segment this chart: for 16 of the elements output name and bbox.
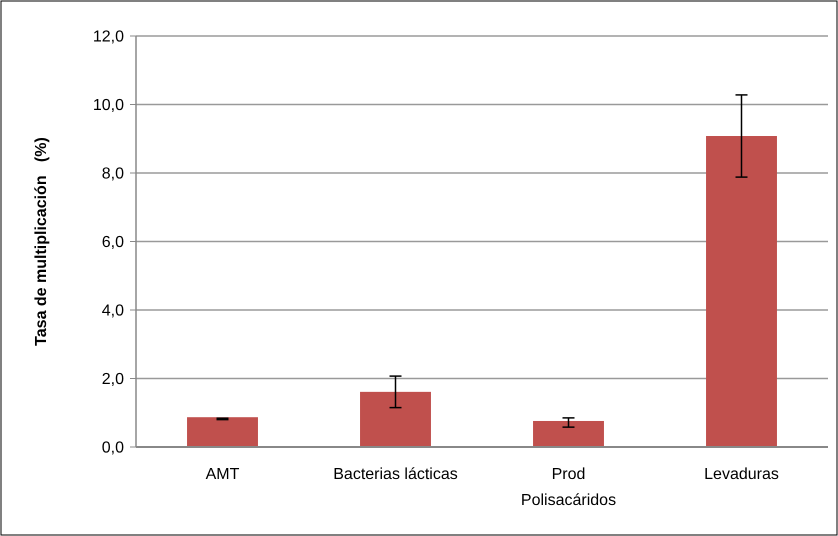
x-tick-label: Prod Polisacáridos (520, 466, 616, 509)
y-tick-label: 8,0 (102, 166, 124, 183)
y-tick-label: 12,0 (92, 28, 124, 46)
bar (706, 136, 777, 447)
y-tick-label: 2,0 (102, 371, 124, 388)
y-tick-label: 10,0 (92, 97, 124, 114)
bar (533, 420, 604, 447)
bar (187, 417, 258, 447)
y-axis-title: Tasa de multiplicación (%) (33, 137, 50, 346)
y-tick-label: 6,0 (102, 234, 124, 252)
x-tick-label: Bacterias lácticas (333, 466, 458, 483)
x-tick-label: AMT (206, 466, 240, 483)
x-tick-label: Levaduras (704, 466, 779, 483)
bar (360, 392, 431, 447)
y-tick-label: 4,0 (102, 302, 124, 320)
y-tick-label: 0,0 (102, 440, 124, 457)
